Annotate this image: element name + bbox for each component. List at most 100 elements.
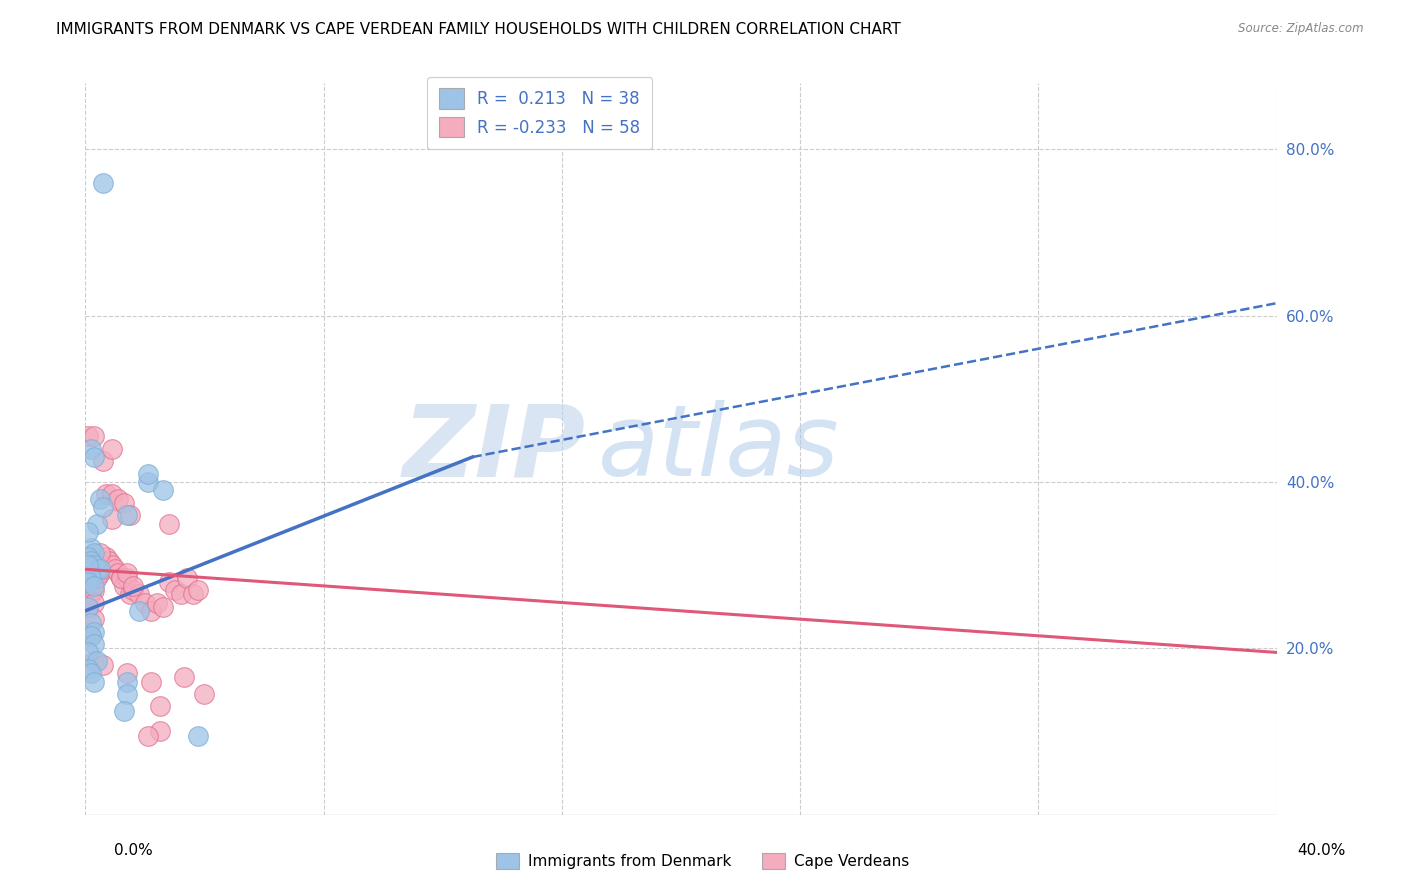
Point (94, 549, 117, 564)
Point (128, 604, 150, 618)
Point (149, 724, 172, 739)
Point (101, 442, 124, 456)
Point (115, 666, 138, 681)
Point (118, 587, 141, 601)
Point (136, 475, 159, 489)
Point (80, 666, 103, 681)
Point (139, 604, 162, 618)
Point (163, 582, 186, 597)
Point (80, 579, 103, 593)
Point (146, 595, 169, 609)
Point (104, 562, 127, 576)
Point (91, 454, 114, 468)
Point (83, 558, 105, 573)
Legend: R =  0.213   N = 38, R = -0.233   N = 58: R = 0.213 N = 38, R = -0.233 N = 58 (427, 77, 652, 149)
Point (101, 512, 124, 526)
Point (86, 562, 108, 576)
Point (77, 604, 100, 618)
Point (83, 450, 105, 464)
Point (80, 587, 103, 601)
Point (77, 574, 100, 589)
Point (187, 729, 209, 743)
Point (115, 687, 138, 701)
Point (80, 442, 103, 456)
Point (107, 491, 129, 506)
Point (80, 629, 103, 643)
Point (77, 624, 100, 639)
Point (149, 699, 172, 714)
Point (115, 566, 138, 581)
Text: 0.0%: 0.0% (114, 843, 153, 858)
Point (112, 579, 135, 593)
Point (89, 546, 111, 560)
Point (181, 587, 204, 601)
Point (101, 487, 124, 501)
Point (115, 508, 138, 523)
Text: Source: ZipAtlas.com: Source: ZipAtlas.com (1239, 22, 1364, 36)
Point (169, 587, 191, 601)
Point (89, 562, 111, 576)
Point (193, 687, 215, 701)
Point (83, 546, 105, 560)
Point (83, 612, 105, 626)
Point (176, 571, 198, 585)
Point (128, 587, 150, 601)
Point (80, 541, 103, 556)
Point (83, 637, 105, 651)
Point (83, 579, 105, 593)
Point (91, 500, 114, 514)
Point (89, 491, 111, 506)
Point (80, 629, 103, 643)
Point (136, 467, 159, 481)
Point (115, 674, 138, 689)
Point (86, 571, 108, 585)
Point (86, 654, 108, 668)
Point (91, 176, 114, 190)
Legend: Immigrants from Denmark, Cape Verdeans: Immigrants from Denmark, Cape Verdeans (491, 847, 915, 875)
Point (110, 571, 132, 585)
Point (77, 645, 100, 659)
Point (152, 483, 174, 498)
Text: ZIP: ZIP (402, 401, 586, 497)
Point (77, 571, 100, 585)
Point (134, 595, 156, 609)
Point (94, 487, 117, 501)
Point (80, 616, 103, 631)
Point (80, 571, 103, 585)
Text: IMMIGRANTS FROM DENMARK VS CAPE VERDEAN FAMILY HOUSEHOLDS WITH CHILDREN CORRELAT: IMMIGRANTS FROM DENMARK VS CAPE VERDEAN … (56, 22, 901, 37)
Point (77, 662, 100, 676)
Text: 40.0%: 40.0% (1298, 843, 1346, 858)
Point (139, 674, 162, 689)
Point (77, 549, 100, 564)
Point (115, 571, 138, 585)
Point (77, 429, 100, 443)
Point (91, 562, 114, 576)
Point (77, 599, 100, 614)
Point (77, 558, 100, 573)
Point (157, 516, 180, 531)
Point (83, 624, 105, 639)
Point (122, 582, 145, 597)
Point (83, 429, 105, 443)
Point (98, 554, 121, 568)
Point (118, 508, 141, 523)
Point (86, 516, 108, 531)
Point (83, 674, 105, 689)
Point (112, 496, 135, 510)
Point (136, 729, 159, 743)
Point (187, 582, 209, 597)
Point (83, 654, 105, 668)
Point (89, 566, 111, 581)
Point (91, 657, 114, 672)
Point (173, 670, 195, 684)
Point (110, 571, 132, 585)
Point (152, 599, 174, 614)
Point (112, 704, 135, 718)
Point (122, 579, 145, 593)
Point (86, 562, 108, 576)
Point (77, 591, 100, 606)
Point (107, 566, 129, 581)
Point (83, 582, 105, 597)
Point (80, 554, 103, 568)
Point (157, 574, 180, 589)
